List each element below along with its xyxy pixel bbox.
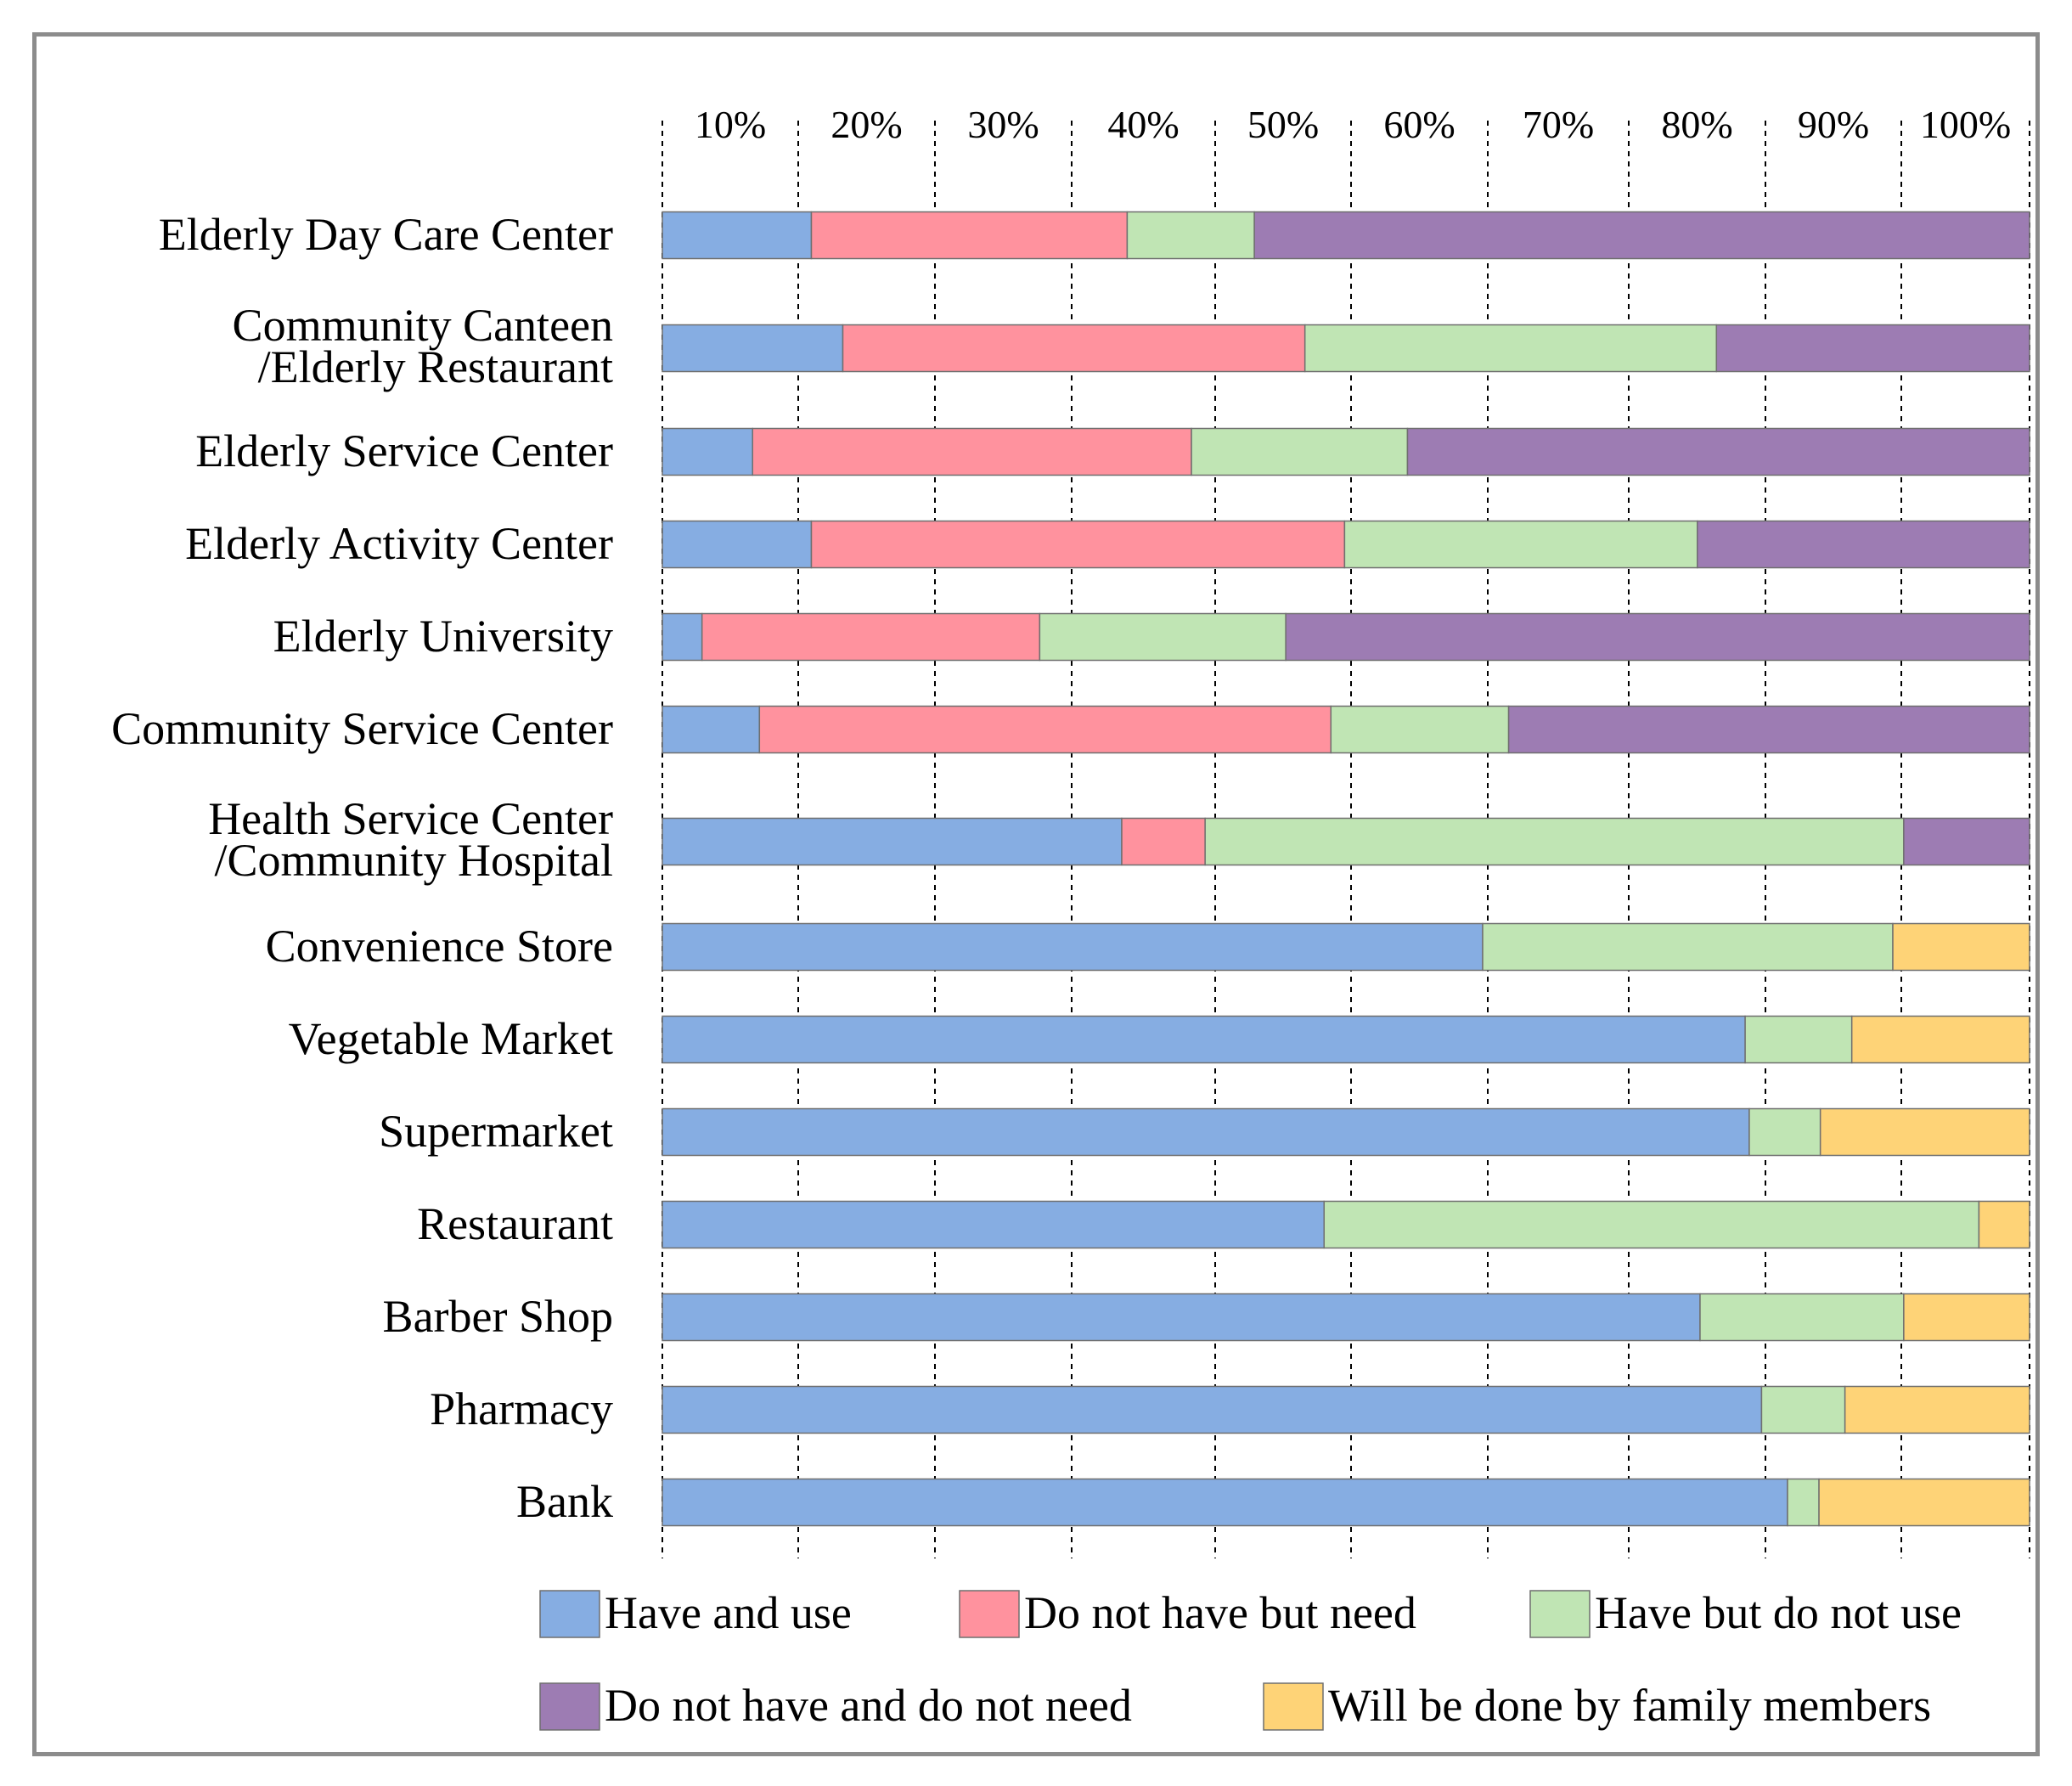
bar-row10-have-and-use bbox=[662, 1107, 1750, 1157]
bar-row1-have-and-use bbox=[662, 211, 813, 260]
bar-row4-have-and-use bbox=[662, 520, 813, 569]
category-label: Community Canteen bbox=[233, 300, 613, 351]
bar-row3-have-and-use bbox=[662, 427, 754, 476]
bar-row5-do-not-have-and-do-not-need bbox=[1285, 612, 2030, 662]
category-label: Restaurant bbox=[417, 1198, 613, 1249]
x-tick-label-70: 70% bbox=[1523, 103, 1594, 146]
legend-swatch-do-not-have-and-do-not-need bbox=[539, 1682, 600, 1731]
bar-row10-will-be-done-by-family bbox=[1819, 1107, 2030, 1157]
bar-row4-do-not-have-and-do-not-need bbox=[1697, 520, 2030, 569]
bar-row7-do-not-have-and-do-not-need bbox=[1903, 817, 2030, 866]
legend-label-will-be-done-by-family: Will be done by family members bbox=[1328, 1680, 1931, 1731]
bar-row9-will-be-done-by-family bbox=[1850, 1015, 2030, 1064]
x-tick-label-60: 60% bbox=[1383, 103, 1455, 146]
x-tick-label-40: 40% bbox=[1107, 103, 1179, 146]
x-tick-label-80: 80% bbox=[1661, 103, 1732, 146]
bar-row4-do-not-have-but-need bbox=[810, 520, 1346, 569]
x-tick-label-30: 30% bbox=[967, 103, 1039, 146]
bar-row11-will-be-done-by-family bbox=[1978, 1200, 2030, 1249]
legend-label-do-not-have-and-do-not-need: Do not have and do not need bbox=[605, 1680, 1132, 1731]
bar-row1-do-not-have-and-do-not-need bbox=[1253, 211, 2030, 260]
bar-row7-have-and-use bbox=[662, 817, 1123, 866]
category-label: Vegetable Market bbox=[289, 1013, 613, 1064]
bar-row12-have-and-use bbox=[662, 1293, 1701, 1342]
bar-row8-have-but-do-not-use bbox=[1482, 922, 1894, 972]
bar-row6-do-not-have-but-need bbox=[758, 705, 1332, 754]
x-tick-label-10: 10% bbox=[695, 103, 766, 146]
bar-row13-will-be-done-by-family bbox=[1844, 1385, 2030, 1434]
legend-label-have-but-do-not-use: Have but do not use bbox=[1595, 1587, 1962, 1638]
bar-row7-have-but-do-not-use bbox=[1204, 817, 1905, 866]
category-label: Pharmacy bbox=[430, 1383, 613, 1434]
bar-row10-have-but-do-not-use bbox=[1748, 1107, 1821, 1157]
x-tick-label-50: 50% bbox=[1247, 103, 1319, 146]
bar-row13-have-and-use bbox=[662, 1385, 1763, 1434]
bar-row4-have-but-do-not-use bbox=[1343, 520, 1698, 569]
bar-row14-will-be-done-by-family bbox=[1818, 1478, 2030, 1527]
bar-row13-have-but-do-not-use bbox=[1760, 1385, 1846, 1434]
bar-row14-have-and-use bbox=[662, 1478, 1788, 1527]
bar-row2-do-not-have-but-need bbox=[842, 324, 1306, 373]
bar-row11-have-but-do-not-use bbox=[1323, 1200, 1980, 1249]
category-label: Elderly University bbox=[273, 611, 613, 662]
legend-swatch-have-and-use bbox=[539, 1590, 600, 1638]
bar-row7-do-not-have-but-need bbox=[1121, 817, 1206, 866]
x-tick-label-90: 90% bbox=[1798, 103, 1869, 146]
bar-row1-have-but-do-not-use bbox=[1126, 211, 1255, 260]
bar-row5-have-and-use bbox=[662, 612, 703, 662]
category-label: Convenience Store bbox=[266, 921, 613, 972]
bar-row6-have-but-do-not-use bbox=[1330, 705, 1510, 754]
bar-row9-have-and-use bbox=[662, 1015, 1746, 1064]
chart-frame bbox=[32, 32, 2040, 1756]
category-label: Supermarket bbox=[379, 1106, 613, 1157]
category-label: /Elderly Restaurant bbox=[258, 341, 613, 392]
category-label: Community Service Center bbox=[111, 703, 613, 754]
legend-swatch-do-not-have-but-need bbox=[959, 1590, 1020, 1638]
bar-row8-have-and-use bbox=[662, 922, 1484, 972]
category-label: Elderly Activity Center bbox=[185, 518, 613, 569]
bar-row5-have-but-do-not-use bbox=[1039, 612, 1287, 662]
x-tick-label-20: 20% bbox=[830, 103, 902, 146]
category-label: Elderly Service Center bbox=[195, 425, 613, 476]
legend-swatch-have-but-do-not-use bbox=[1529, 1590, 1591, 1638]
bar-row12-have-but-do-not-use bbox=[1699, 1293, 1905, 1342]
category-label: Elderly Day Care Center bbox=[159, 209, 613, 260]
bar-row2-have-but-do-not-use bbox=[1303, 324, 1718, 373]
legend-label-do-not-have-but-need: Do not have but need bbox=[1024, 1587, 1416, 1638]
category-label: Bank bbox=[516, 1476, 613, 1527]
bar-row14-have-but-do-not-use bbox=[1787, 1478, 1820, 1527]
bar-row2-have-and-use bbox=[662, 324, 844, 373]
category-label: /Community Hospital bbox=[214, 835, 613, 886]
bar-row3-do-not-have-and-do-not-need bbox=[1406, 427, 2030, 476]
bar-row5-do-not-have-but-need bbox=[701, 612, 1041, 662]
legend-label-have-and-use: Have and use bbox=[605, 1587, 852, 1638]
bar-row6-do-not-have-and-do-not-need bbox=[1507, 705, 2030, 754]
bar-row6-have-and-use bbox=[662, 705, 761, 754]
x-tick-label-100: 100% bbox=[1920, 103, 2011, 146]
bar-row3-have-but-do-not-use bbox=[1191, 427, 1409, 476]
legend-swatch-will-be-done-by-family bbox=[1263, 1682, 1324, 1731]
category-label: Health Service Center bbox=[208, 793, 613, 844]
bar-row11-have-and-use bbox=[662, 1200, 1325, 1249]
category-label: Barber Shop bbox=[383, 1291, 613, 1342]
bar-row3-do-not-have-but-need bbox=[752, 427, 1192, 476]
bar-row1-do-not-have-but-need bbox=[810, 211, 1129, 260]
bar-row2-do-not-have-and-do-not-need bbox=[1715, 324, 2030, 373]
bar-row12-will-be-done-by-family bbox=[1903, 1293, 2030, 1342]
bar-row8-will-be-done-by-family bbox=[1892, 922, 2030, 972]
bar-row9-have-but-do-not-use bbox=[1744, 1015, 1853, 1064]
